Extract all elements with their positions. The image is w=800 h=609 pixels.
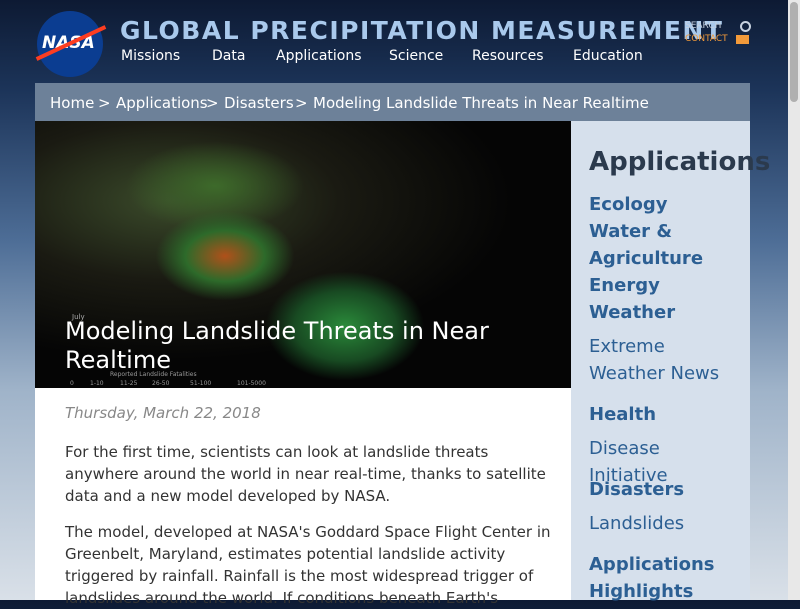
paragraph: The model, developed at NASA's Goddard S… xyxy=(65,523,551,607)
article-title: Modeling Landslide Threats in Near Realt… xyxy=(65,317,489,374)
sidebar-link[interactable]: Ecology xyxy=(589,194,668,215)
sidebar-link[interactable]: Applications Highlights xyxy=(589,554,715,602)
sidebar-sublink[interactable]: Extreme Weather News xyxy=(589,336,720,384)
legend-item: 51-100 xyxy=(190,380,212,387)
crumb-link[interactable]: Applications xyxy=(116,94,208,112)
map-label: July xyxy=(72,313,85,321)
crumb-sep: > xyxy=(98,94,111,112)
legend-item: 11-25 xyxy=(120,380,138,387)
search-link[interactable]: SEARCH xyxy=(685,21,722,31)
legend-item: 101-5000 xyxy=(237,380,266,387)
search-icon[interactable] xyxy=(740,21,751,32)
nav-link[interactable]: Applications xyxy=(276,48,362,64)
sidebar-sublink[interactable]: Landslides xyxy=(589,513,685,534)
legend-title: Reported Landslide Fatalities xyxy=(110,371,197,378)
article-date: Thursday, March 22, 2018 xyxy=(65,404,261,422)
sidebar-link[interactable]: Weather xyxy=(589,302,676,323)
logo[interactable]: NASA xyxy=(35,11,107,77)
nav-link[interactable]: Education xyxy=(573,48,643,64)
hero-image: July Reported Landslide Fatalities 0 1-1… xyxy=(35,121,571,388)
scroll-thumb[interactable] xyxy=(790,2,798,102)
nav-link[interactable]: Science xyxy=(389,48,444,64)
sidebar-link[interactable]: Energy xyxy=(589,275,660,296)
map-land xyxy=(265,271,425,381)
sidebar-link[interactable]: Disasters xyxy=(589,479,685,500)
contact-link[interactable]: CONTACT xyxy=(685,34,728,44)
nav-link[interactable]: Resources xyxy=(472,48,544,64)
legend-item: 0 xyxy=(70,380,74,387)
crumb-sep: > xyxy=(206,94,219,112)
crumb-link[interactable]: Disasters xyxy=(224,94,294,112)
nav-link[interactable]: Missions xyxy=(121,48,181,64)
paragraph: For the first time, scientists can look … xyxy=(65,443,546,505)
article: Thursday, March 22, 2018 For the first t… xyxy=(35,388,571,607)
scrollbar[interactable] xyxy=(788,0,800,600)
site-title[interactable]: GLOBAL PRECIPITATION MEASUREMENT xyxy=(120,16,724,45)
crumb-sep: > xyxy=(295,94,308,112)
crumb-current: Modeling Landslide Threats in Near Realt… xyxy=(313,94,649,112)
crumb-link[interactable]: Home xyxy=(50,94,95,112)
legend-item: 26-50 xyxy=(152,380,170,387)
sidebar: Applications Ecology Water & Agriculture… xyxy=(571,121,770,602)
legend-item: 1-10 xyxy=(90,380,104,387)
mail-icon[interactable] xyxy=(736,35,749,44)
sidebar-title: Applications xyxy=(589,147,771,177)
sidebar-link[interactable]: Water & Agriculture xyxy=(589,221,704,269)
sidebar-link[interactable]: Health xyxy=(589,404,657,425)
nav-link[interactable]: Data xyxy=(212,48,246,64)
sidebar-sublink[interactable]: Disease Initiative xyxy=(589,438,668,486)
breadcrumb: Home > Applications > Disasters > Modeli… xyxy=(35,83,750,121)
